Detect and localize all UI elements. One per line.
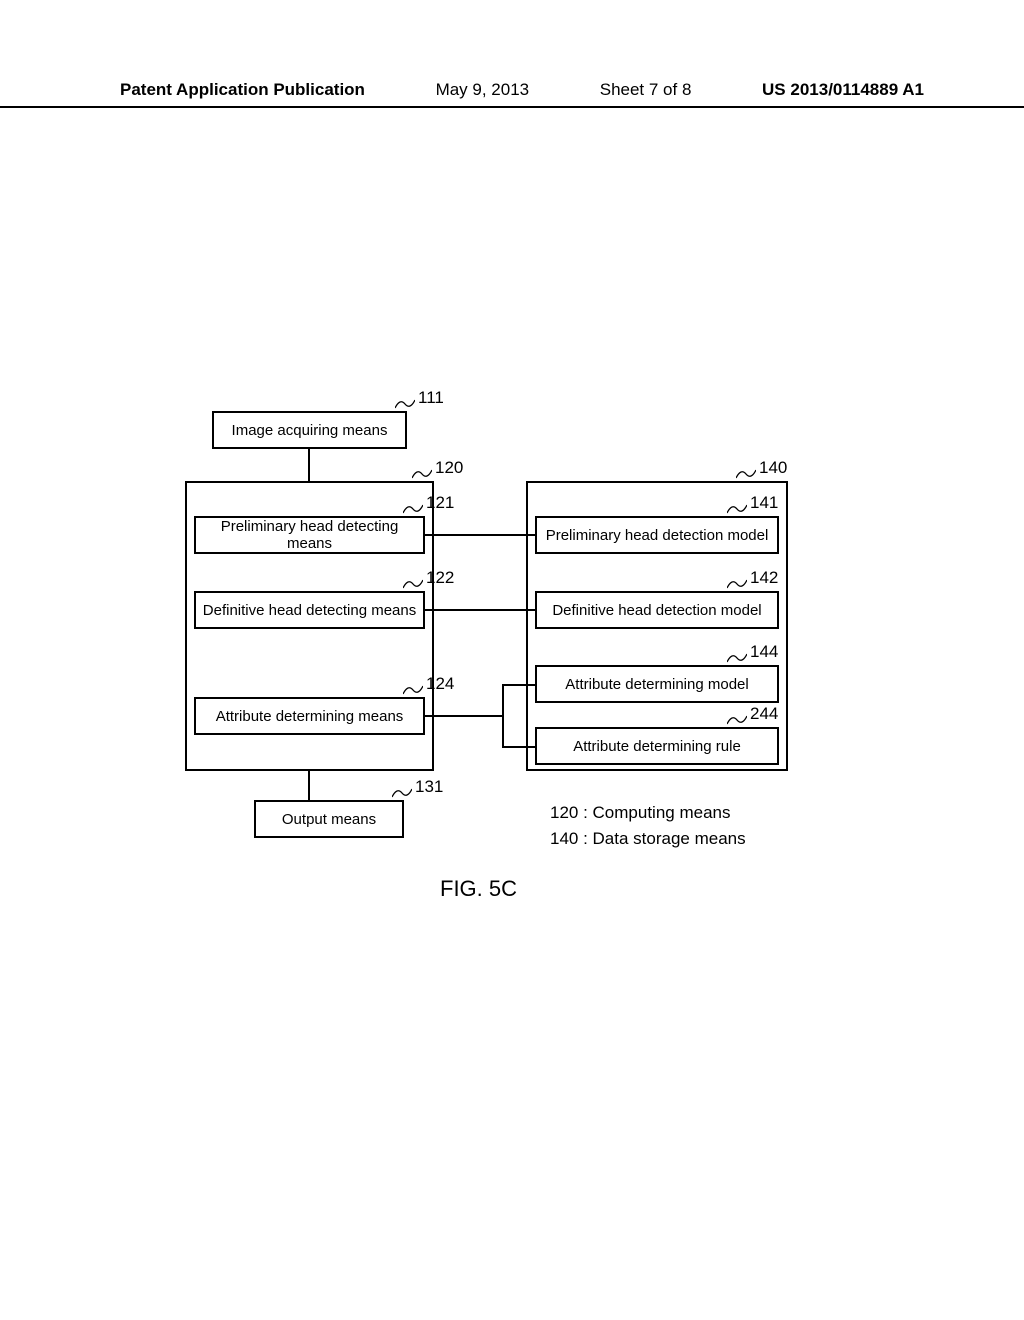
leader-squiggle — [403, 578, 423, 590]
connector — [425, 715, 434, 717]
legend: 120 : Computing means 140 : Data storage… — [550, 800, 746, 851]
leader-squiggle — [727, 652, 747, 664]
box-preliminary-model: Preliminary head detection model — [535, 516, 779, 554]
box-attribute-rule: Attribute determining rule — [535, 727, 779, 765]
ref-131: 131 — [415, 777, 443, 797]
legend-120: 120 : Computing means — [550, 800, 746, 826]
box-label: Preliminary head detecting means — [202, 518, 417, 552]
connector — [425, 609, 434, 611]
ref-111: 111 — [418, 388, 444, 408]
connector — [308, 449, 310, 481]
figure-diagram: Image acquiring means 111 120 Preliminar… — [0, 0, 1024, 1320]
box-label: Definitive head detection model — [552, 602, 761, 619]
ref-244: 244 — [750, 704, 778, 724]
connector — [434, 609, 526, 611]
box-definitive-model: Definitive head detection model — [535, 591, 779, 629]
leader-squiggle — [727, 714, 747, 726]
connector — [425, 534, 434, 536]
leader-squiggle — [736, 468, 756, 480]
box-attribute-determining: Attribute determining means — [194, 697, 425, 735]
ref-141: 141 — [750, 493, 778, 513]
box-attribute-model: Attribute determining model — [535, 665, 779, 703]
box-label: Definitive head detecting means — [203, 602, 416, 619]
leader-squiggle — [403, 684, 423, 696]
connector — [308, 771, 310, 800]
leader-squiggle — [727, 578, 747, 590]
connector — [526, 534, 535, 536]
connector — [526, 684, 535, 686]
box-label: Image acquiring means — [232, 422, 388, 439]
connector — [526, 609, 535, 611]
leader-squiggle — [412, 468, 432, 480]
connector — [502, 684, 504, 748]
box-output-means: Output means — [254, 800, 404, 838]
ref-122: 122 — [426, 568, 454, 588]
ref-144: 144 — [750, 642, 778, 662]
box-definitive-detecting: Definitive head detecting means — [194, 591, 425, 629]
ref-142: 142 — [750, 568, 778, 588]
ref-124: 124 — [426, 674, 454, 694]
box-label: Attribute determining model — [565, 676, 748, 693]
leader-squiggle — [392, 787, 412, 799]
box-label: Attribute determining rule — [573, 738, 741, 755]
leader-squiggle — [403, 503, 423, 515]
box-label: Preliminary head detection model — [546, 527, 769, 544]
ref-140: 140 — [759, 458, 787, 478]
connector — [434, 715, 502, 717]
leader-squiggle — [395, 398, 415, 410]
connector — [434, 534, 526, 536]
box-label: Output means — [282, 811, 376, 828]
legend-140: 140 : Data storage means — [550, 826, 746, 852]
figure-caption: FIG. 5C — [440, 876, 517, 902]
leader-squiggle — [727, 503, 747, 515]
box-label: Attribute determining means — [216, 708, 404, 725]
ref-120: 120 — [435, 458, 463, 478]
box-preliminary-detecting: Preliminary head detecting means — [194, 516, 425, 554]
box-image-acquiring: Image acquiring means — [212, 411, 407, 449]
connector — [526, 746, 535, 748]
ref-121: 121 — [426, 493, 454, 513]
